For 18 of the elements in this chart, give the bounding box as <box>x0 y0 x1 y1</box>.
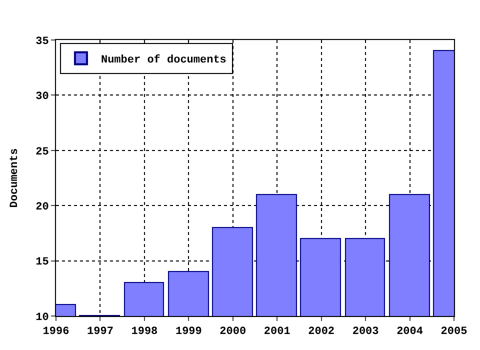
y-axis-title: Documents <box>9 148 22 208</box>
x-tick-label: 2002 <box>308 326 335 338</box>
x-tick-label: 2003 <box>352 326 380 338</box>
legend-label: Number of documents <box>100 54 226 67</box>
x-tick-label: 2001 <box>264 326 291 338</box>
y-tick-label: 15 <box>36 256 50 269</box>
x-tick-label: 2005 <box>440 326 468 338</box>
y-tick-label: 30 <box>36 91 49 104</box>
x-tick-label: 2000 <box>220 326 246 338</box>
x-tick-label: 1997 <box>87 326 114 338</box>
x-tick-label: 2004 <box>396 326 424 338</box>
y-tick-label: 25 <box>36 146 50 158</box>
y-tick-label: 10 <box>36 312 49 324</box>
x-tick-label: 1998 <box>131 326 158 338</box>
y-tick-label: 20 <box>36 201 49 214</box>
y-tick-label: 35 <box>36 36 50 48</box>
x-tick-label: 1996 <box>42 326 70 338</box>
x-tick-label: 1999 <box>175 326 202 338</box>
